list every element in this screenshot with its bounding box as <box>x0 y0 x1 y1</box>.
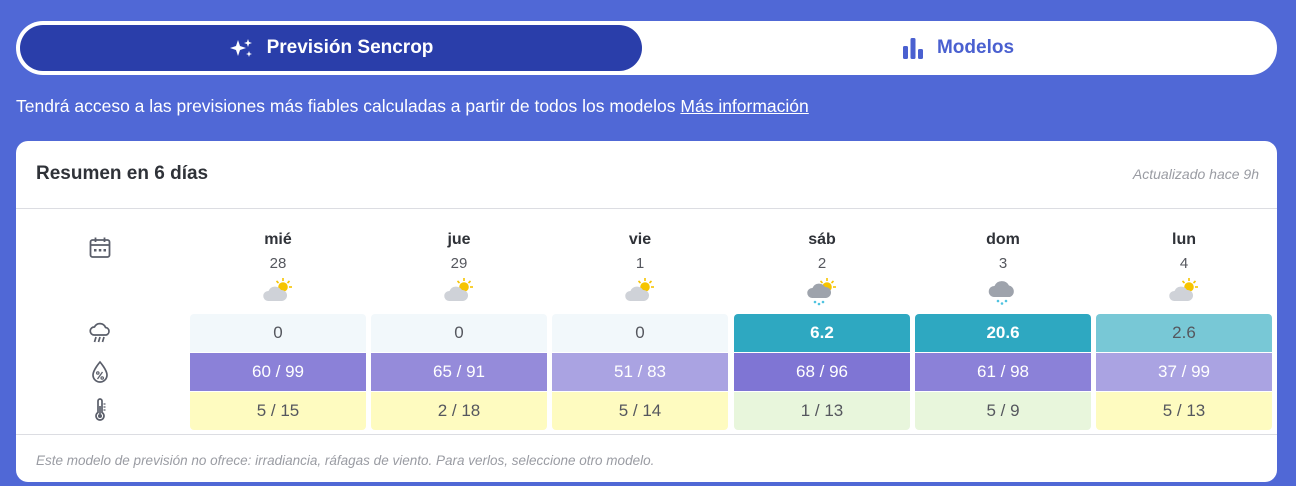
summary-card: Resumen en 6 días Actualizado hace 9h mi… <box>16 141 1277 482</box>
card-footer-divider <box>16 434 1277 435</box>
thermometer-icon <box>95 398 106 421</box>
info-description: Tendrá acceso a las previsiones más fiab… <box>16 96 681 116</box>
temperature-cell: 2 / 18 <box>371 392 547 430</box>
day-name: mié <box>264 231 292 248</box>
updated-label: Actualizado hace 9h <box>1132 166 1259 182</box>
bar-chart-icon <box>902 38 923 59</box>
weather-partly-cloudy-icon <box>1096 276 1272 306</box>
humidity-cell: 37 / 99 <box>1096 353 1272 391</box>
card-header: Resumen en 6 días Actualizado hace 9h <box>16 141 1277 209</box>
sparkles-icon <box>229 39 252 57</box>
temperature-cell: 5 / 9 <box>915 392 1091 430</box>
humidity-cell: 60 / 99 <box>190 353 366 391</box>
tab-label: Previsión Sencrop <box>266 37 434 58</box>
day-date: 2 <box>817 255 827 272</box>
calendar-icon <box>89 237 111 258</box>
day-header: lun 4 <box>1096 229 1272 306</box>
card-title: Resumen en 6 días <box>36 163 209 184</box>
day-name: vie <box>628 231 652 248</box>
tab-prevision-sencrop[interactable]: Previsión Sencrop <box>20 25 642 71</box>
footer-note: Este modelo de previsión no ofrece: irra… <box>36 453 655 468</box>
humidity-cell: 68 / 96 <box>734 353 910 391</box>
weather-partly-cloudy-icon <box>371 276 547 306</box>
rain-cell: 20.6 <box>915 314 1091 352</box>
day-header: jue 29 <box>371 229 547 306</box>
day-date: 3 <box>998 255 1008 272</box>
temperature-cell: 5 / 15 <box>190 392 366 430</box>
day-name: lun <box>1172 231 1196 248</box>
day-header: dom 3 <box>915 229 1091 306</box>
rain-cell: 2.6 <box>1096 314 1272 352</box>
day-name: jue <box>447 231 471 248</box>
more-info-link[interactable]: Más información <box>680 96 809 116</box>
day-header: mié 28 <box>190 229 366 306</box>
day-header: vie 1 <box>552 229 728 306</box>
day-date: 1 <box>635 255 645 272</box>
humidity-cell: 65 / 91 <box>371 353 547 391</box>
weather-partly-cloudy-icon <box>190 276 366 306</box>
rain-cell: 0 <box>190 314 366 352</box>
day-name: dom <box>986 231 1020 248</box>
rain-cell: 6.2 <box>734 314 910 352</box>
weather-sun-cloud-rain-icon <box>734 276 910 306</box>
weather-cloud-rain-icon <box>915 276 1091 306</box>
humidity-cell: 51 / 83 <box>552 353 728 391</box>
tab-label: Modelos <box>936 37 1015 58</box>
tab-modelos[interactable]: Modelos <box>642 25 1273 71</box>
temperature-cell: 5 / 14 <box>552 392 728 430</box>
day-date: 28 <box>269 255 287 272</box>
day-header: sáb 2 <box>734 229 910 306</box>
weather-partly-cloudy-icon <box>552 276 728 306</box>
day-date: 4 <box>1179 255 1189 272</box>
day-date: 29 <box>450 255 468 272</box>
rain-cell: 0 <box>552 314 728 352</box>
humidity-drop-icon <box>92 360 108 383</box>
forecast-tabs: Previsión Sencrop Modelos <box>16 21 1277 75</box>
temperature-cell: 1 / 13 <box>734 392 910 430</box>
rain-cloud-icon <box>89 322 110 343</box>
info-text: Tendrá acceso a las previsiones más fiab… <box>16 96 809 117</box>
humidity-cell: 61 / 98 <box>915 353 1091 391</box>
temperature-cell: 5 / 13 <box>1096 392 1272 430</box>
day-name: sáb <box>808 231 836 248</box>
rain-cell: 0 <box>371 314 547 352</box>
